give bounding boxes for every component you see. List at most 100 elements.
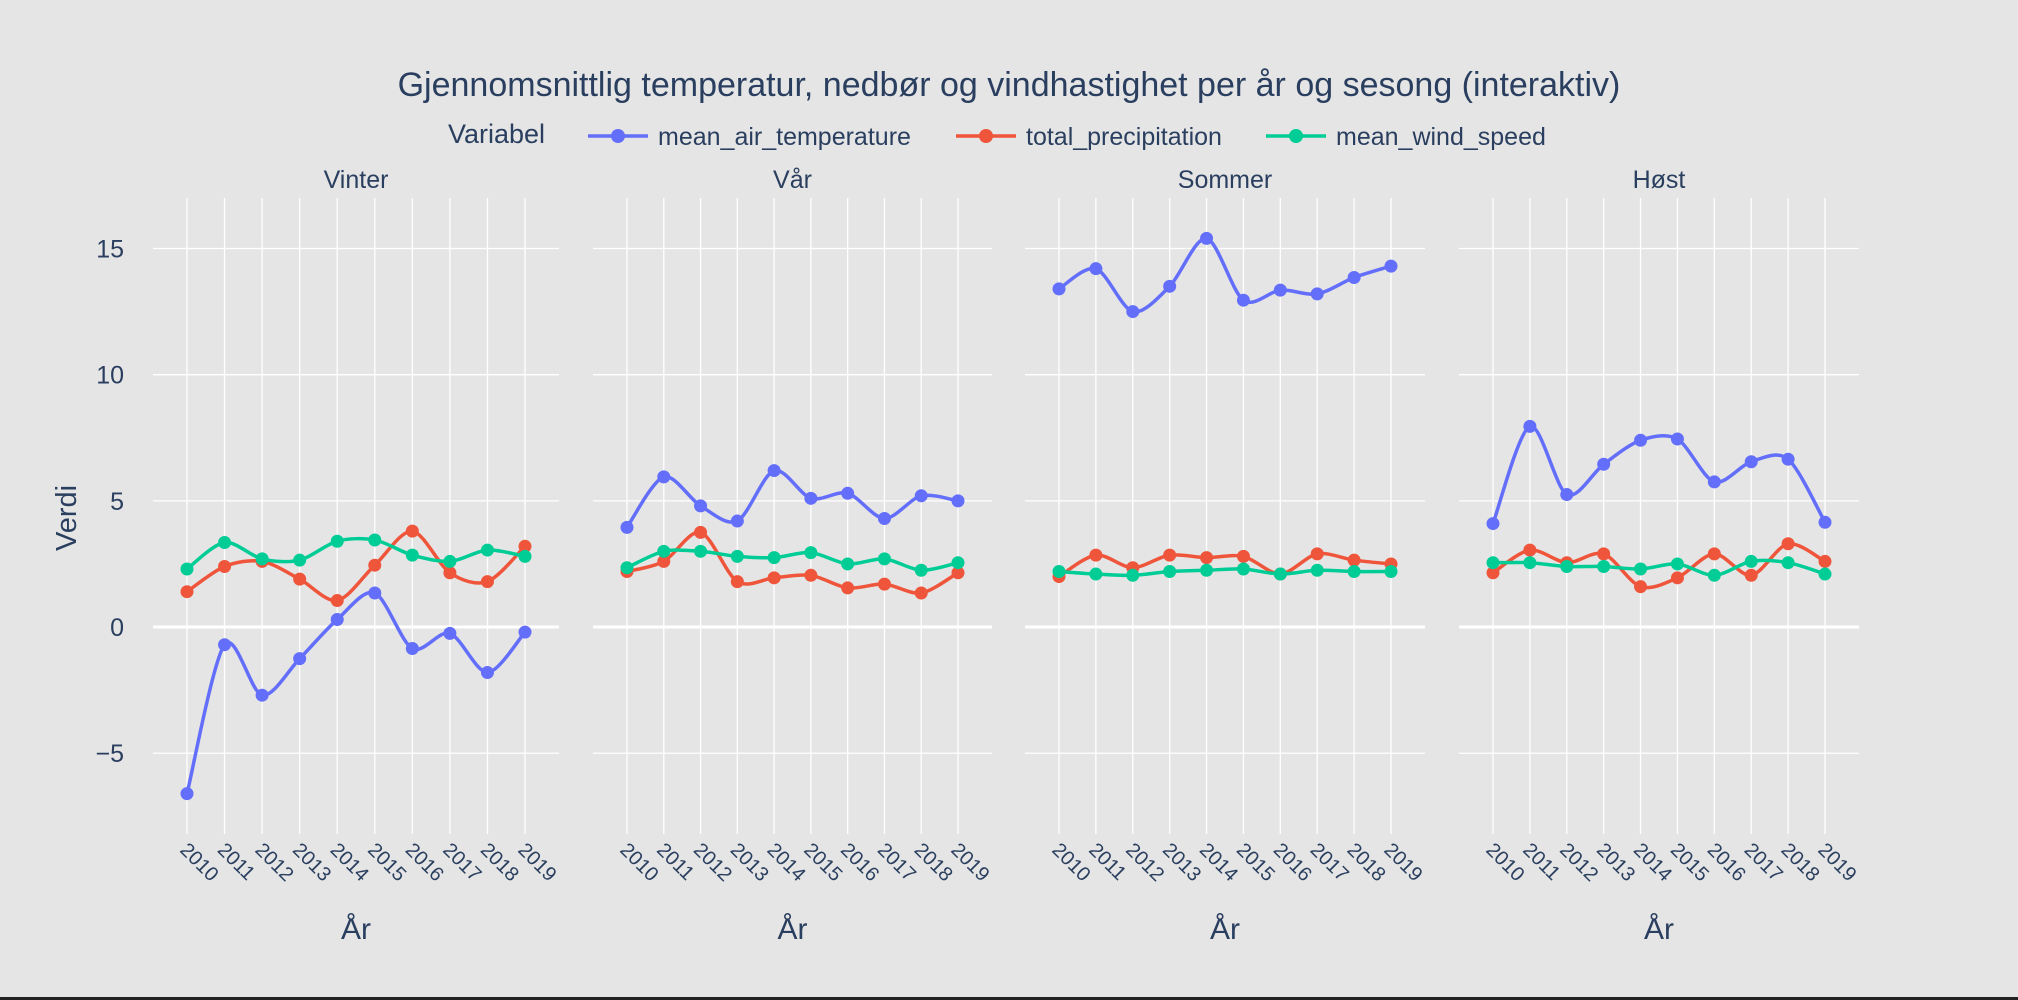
- data-point-mean_wind_speed-2014[interactable]: [767, 551, 781, 565]
- data-point-mean_air_temperature-2019[interactable]: [1818, 515, 1832, 529]
- data-point-total_precipitation-2019[interactable]: [1818, 554, 1832, 568]
- data-point-mean_air_temperature-2014[interactable]: [1200, 231, 1214, 245]
- data-point-mean_air_temperature-2012[interactable]: [694, 499, 708, 513]
- data-point-total_precipitation-2010[interactable]: [180, 585, 194, 599]
- data-point-mean_air_temperature-2016[interactable]: [841, 486, 855, 500]
- data-point-total_precipitation-2016[interactable]: [405, 524, 419, 538]
- data-point-mean_air_temperature-2016[interactable]: [405, 642, 419, 655]
- data-point-mean_wind_speed-2011[interactable]: [657, 544, 671, 558]
- data-point-total_precipitation-2015[interactable]: [804, 568, 818, 582]
- data-point-mean_air_temperature-2018[interactable]: [480, 665, 494, 679]
- data-point-mean_wind_speed-2017[interactable]: [877, 552, 891, 566]
- data-point-mean_wind_speed-2010[interactable]: [620, 561, 634, 575]
- data-point-total_precipitation-2017[interactable]: [443, 566, 457, 580]
- data-point-mean_air_temperature-2013[interactable]: [730, 514, 744, 528]
- data-point-mean_air_temperature-2013[interactable]: [293, 652, 307, 666]
- data-point-mean_air_temperature-2017[interactable]: [1310, 287, 1324, 301]
- data-point-mean_wind_speed-2015[interactable]: [1236, 562, 1250, 576]
- data-point-total_precipitation-2018[interactable]: [1347, 553, 1361, 567]
- data-point-mean_wind_speed-2012[interactable]: [694, 544, 708, 558]
- data-point-mean_wind_speed-2019[interactable]: [951, 556, 965, 570]
- data-point-total_precipitation-2014[interactable]: [330, 594, 344, 608]
- data-point-mean_wind_speed-2017[interactable]: [1744, 554, 1758, 568]
- data-point-mean_air_temperature-2018[interactable]: [914, 489, 928, 503]
- data-point-total_precipitation-2016[interactable]: [841, 581, 855, 595]
- data-point-mean_wind_speed-2010[interactable]: [1052, 565, 1066, 579]
- data-point-mean_wind_speed-2016[interactable]: [841, 557, 855, 571]
- data-point-mean_wind_speed-2019[interactable]: [518, 549, 532, 563]
- data-point-mean_wind_speed-2018[interactable]: [480, 543, 494, 557]
- data-point-mean_wind_speed-2013[interactable]: [730, 549, 744, 563]
- data-point-mean_wind_speed-2017[interactable]: [1310, 563, 1324, 577]
- data-point-mean_wind_speed-2010[interactable]: [180, 562, 194, 576]
- data-point-mean_air_temperature-2014[interactable]: [767, 464, 781, 478]
- legend-item-mean_air_temperature[interactable]: mean_air_temperature: [588, 123, 911, 151]
- data-point-total_precipitation-2016[interactable]: [1707, 547, 1721, 561]
- data-point-mean_air_temperature-2019[interactable]: [951, 494, 965, 508]
- data-point-mean_air_temperature-2019[interactable]: [518, 625, 532, 639]
- data-point-mean_air_temperature-2015[interactable]: [368, 586, 382, 600]
- data-point-mean_air_temperature-2011[interactable]: [218, 638, 232, 652]
- data-point-mean_air_temperature-2011[interactable]: [1523, 419, 1537, 433]
- data-point-mean_wind_speed-2016[interactable]: [405, 548, 419, 562]
- data-point-total_precipitation-2015[interactable]: [368, 558, 382, 572]
- data-point-mean_air_temperature-2011[interactable]: [657, 470, 671, 484]
- data-point-mean_air_temperature-2011[interactable]: [1089, 262, 1103, 276]
- data-point-mean_wind_speed-2012[interactable]: [1126, 568, 1140, 582]
- data-point-mean_wind_speed-2011[interactable]: [218, 536, 232, 549]
- data-point-mean_air_temperature-2014[interactable]: [1634, 433, 1648, 447]
- data-point-mean_wind_speed-2019[interactable]: [1818, 567, 1832, 581]
- data-point-mean_wind_speed-2011[interactable]: [1089, 567, 1103, 581]
- data-point-mean_air_temperature-2015[interactable]: [1670, 432, 1684, 446]
- data-point-total_precipitation-2011[interactable]: [657, 554, 671, 568]
- data-point-mean_air_temperature-2014[interactable]: [330, 612, 344, 626]
- data-point-mean_air_temperature-2012[interactable]: [255, 688, 269, 702]
- data-point-mean_air_temperature-2010[interactable]: [620, 520, 634, 534]
- data-point-mean_wind_speed-2011[interactable]: [1523, 556, 1537, 570]
- data-point-mean_wind_speed-2018[interactable]: [1347, 565, 1361, 579]
- data-point-mean_wind_speed-2010[interactable]: [1486, 556, 1500, 570]
- data-point-mean_wind_speed-2012[interactable]: [1560, 559, 1574, 573]
- data-point-mean_air_temperature-2015[interactable]: [804, 491, 818, 505]
- data-point-mean_air_temperature-2017[interactable]: [877, 512, 891, 526]
- data-point-total_precipitation-2014[interactable]: [1200, 551, 1214, 565]
- data-point-total_precipitation-2018[interactable]: [480, 575, 494, 589]
- data-point-total_precipitation-2012[interactable]: [694, 525, 708, 539]
- data-point-mean_wind_speed-2013[interactable]: [1163, 565, 1177, 579]
- data-point-total_precipitation-2014[interactable]: [767, 571, 781, 585]
- data-point-mean_air_temperature-2010[interactable]: [1486, 517, 1500, 531]
- data-point-mean_wind_speed-2015[interactable]: [1670, 557, 1684, 571]
- data-point-total_precipitation-2011[interactable]: [1089, 548, 1103, 562]
- data-point-total_precipitation-2018[interactable]: [1781, 537, 1795, 551]
- data-point-total_precipitation-2017[interactable]: [877, 577, 891, 591]
- data-point-mean_wind_speed-2015[interactable]: [368, 533, 382, 547]
- data-point-total_precipitation-2017[interactable]: [1310, 547, 1324, 561]
- data-point-mean_wind_speed-2012[interactable]: [255, 552, 269, 566]
- data-point-mean_air_temperature-2015[interactable]: [1236, 293, 1250, 307]
- data-point-mean_wind_speed-2018[interactable]: [914, 563, 928, 577]
- data-point-total_precipitation-2010[interactable]: [1486, 566, 1500, 580]
- data-point-total_precipitation-2019[interactable]: [951, 566, 965, 580]
- data-point-mean_wind_speed-2013[interactable]: [293, 553, 307, 567]
- data-point-total_precipitation-2014[interactable]: [1634, 580, 1648, 594]
- data-point-mean_wind_speed-2014[interactable]: [330, 534, 344, 548]
- legend-item-mean_wind_speed[interactable]: mean_wind_speed: [1266, 123, 1546, 151]
- data-point-mean_wind_speed-2019[interactable]: [1384, 565, 1398, 579]
- data-point-mean_air_temperature-2013[interactable]: [1163, 279, 1177, 293]
- data-point-total_precipitation-2011[interactable]: [218, 559, 232, 573]
- data-point-mean_wind_speed-2016[interactable]: [1707, 568, 1721, 582]
- data-point-mean_air_temperature-2017[interactable]: [443, 626, 457, 640]
- data-point-total_precipitation-2017[interactable]: [1744, 568, 1758, 582]
- data-point-mean_wind_speed-2013[interactable]: [1597, 559, 1611, 573]
- data-point-mean_wind_speed-2017[interactable]: [443, 554, 457, 568]
- data-point-mean_wind_speed-2016[interactable]: [1273, 567, 1287, 581]
- data-point-mean_wind_speed-2018[interactable]: [1781, 556, 1795, 570]
- data-point-total_precipitation-2013[interactable]: [1163, 548, 1177, 562]
- data-point-mean_air_temperature-2018[interactable]: [1781, 452, 1795, 466]
- data-point-total_precipitation-2011[interactable]: [1523, 543, 1537, 557]
- data-point-mean_air_temperature-2018[interactable]: [1347, 271, 1361, 284]
- legend-item-total_precipitation[interactable]: total_precipitation: [956, 123, 1222, 151]
- data-point-mean_air_temperature-2017[interactable]: [1744, 455, 1758, 469]
- data-point-mean_wind_speed-2015[interactable]: [804, 546, 818, 560]
- data-point-total_precipitation-2015[interactable]: [1236, 549, 1250, 563]
